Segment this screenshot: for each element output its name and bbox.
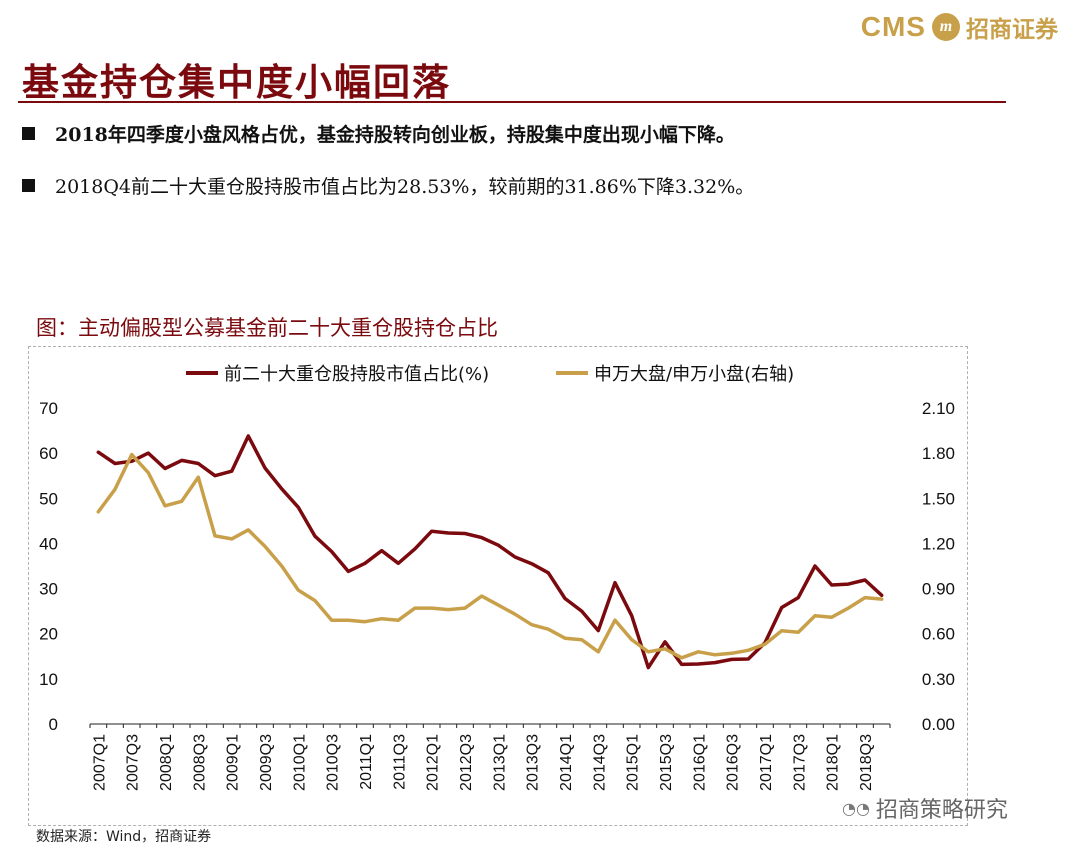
y-left-tick-label: 50 [39, 489, 58, 508]
x-tick-label: 2014Q1 [558, 734, 575, 791]
x-tick-label: 2018Q3 [858, 734, 875, 791]
x-tick-label: 2014Q3 [591, 734, 608, 791]
legend-label-1: 前二十大重仓股持股市值占比(%) [224, 364, 489, 385]
bullet-text-2: 2018Q4前二十大重仓股持股市值占比为28.53%，较前期的31.86%下降3… [55, 176, 755, 198]
x-tick-label: 2013Q3 [525, 734, 542, 791]
x-tick-label: 2018Q1 [825, 734, 842, 791]
x-tick-label: 2008Q3 [191, 734, 208, 791]
x-tick-label: 2015Q1 [625, 734, 642, 791]
y-left-tick-label: 30 [39, 580, 58, 599]
y-right-tick-label: 1.80 [922, 444, 955, 463]
y-right-tick-label: 0.00 [922, 715, 955, 734]
watermark: ◔◔ 招商策略研究 [842, 792, 1008, 824]
logo-badge-icon: m [932, 13, 960, 41]
x-tick-label: 2010Q1 [291, 734, 308, 791]
y-left-tick-label: 10 [39, 670, 58, 689]
y-left-tick-label: 0 [49, 715, 58, 734]
x-tick-label: 2012Q1 [425, 734, 442, 791]
y-left-tick-label: 60 [39, 444, 58, 463]
logo-company-name: 招商证券 [966, 16, 1058, 43]
brand-logo: CMS m 招商证券 [861, 10, 1058, 44]
logo-text: CMS [860, 11, 926, 42]
bullet-item-2: 2018Q4前二十大重仓股持股市值占比为28.53%，较前期的31.86%下降3… [22, 172, 754, 199]
x-tick-label: 2017Q1 [758, 734, 775, 791]
y-right-tick-label: 1.20 [922, 534, 955, 553]
x-tick-label: 2009Q1 [225, 734, 242, 791]
y-right-tick-label: 2.10 [922, 399, 955, 418]
y-right-tick-label: 0.60 [922, 625, 955, 644]
series-line-2 [96, 452, 884, 660]
figure-title: 图：主动偏股型公募基金前二十大重仓股持仓占比 [36, 316, 498, 340]
legend-label-2: 申万大盘/申万小盘(右轴) [594, 364, 794, 385]
x-tick-label: 2012Q3 [458, 734, 475, 791]
x-tick-label: 2015Q3 [658, 734, 675, 791]
chart-frame [28, 346, 968, 826]
y-right-tick-label: 1.50 [922, 489, 955, 508]
bullet-text-1: 2018年四季度小盘风格占优，基金持股转向创业板，持股集中度出现小幅下降。 [55, 124, 735, 146]
page-title: 基金持仓集中度小幅回落 [22, 60, 451, 104]
x-tick-label: 2017Q3 [791, 734, 808, 791]
y-left-tick-label: 20 [39, 625, 58, 644]
source-note: 数据来源：Wind，招商证券 [36, 829, 212, 845]
x-tick-label: 2016Q1 [691, 734, 708, 791]
x-tick-label: 2010Q3 [325, 734, 342, 791]
y-left-tick-label: 40 [39, 534, 58, 553]
y-right-tick-label: 0.30 [922, 670, 955, 689]
title-divider [18, 101, 1006, 103]
x-tick-label: 2008Q1 [158, 734, 175, 791]
x-tick-label: 2016Q3 [725, 734, 742, 791]
series-line-1 [96, 434, 884, 670]
watermark-text: 招商策略研究 [875, 798, 1008, 823]
bullet-square-icon [22, 179, 35, 192]
bullet-square-icon [22, 127, 35, 140]
x-tick-label: 2011Q1 [358, 734, 375, 790]
y-right-tick-label: 0.90 [922, 580, 955, 599]
wechat-icon: ◔◔ [842, 798, 870, 818]
x-tick-label: 2011Q3 [391, 734, 408, 790]
bullet-item-1: 2018年四季度小盘风格占优，基金持股转向创业板，持股集中度出现小幅下降。 [22, 120, 735, 147]
x-tick-label: 2007Q3 [125, 734, 142, 791]
y-left-tick-label: 70 [39, 399, 58, 418]
x-tick-label: 2013Q1 [491, 734, 508, 791]
x-tick-label: 2007Q1 [91, 734, 108, 791]
x-tick-label: 2009Q3 [258, 734, 275, 791]
